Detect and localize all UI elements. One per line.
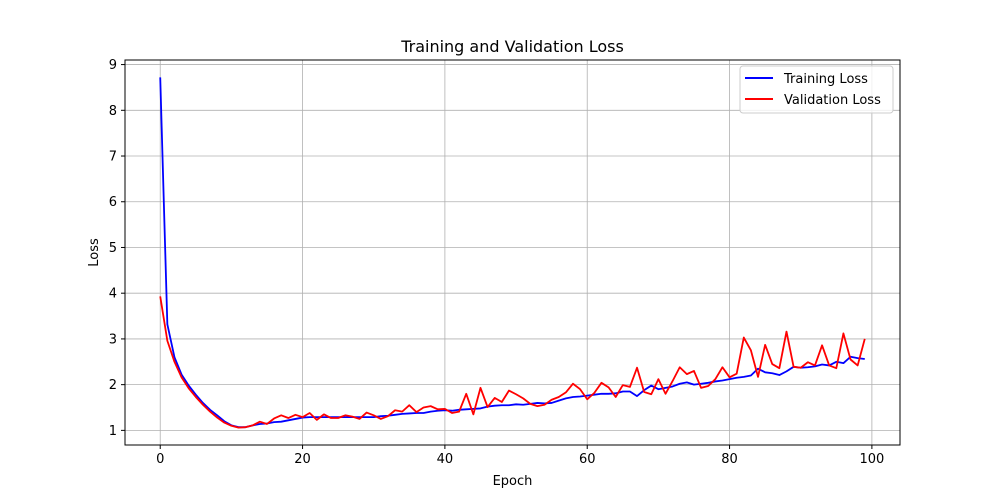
legend-box [739,65,894,114]
y-tick-label: 7 [109,150,117,165]
chart-title: Training and Validation Loss [400,37,624,56]
grid [125,60,900,445]
y-tick-label: 1 [109,424,117,439]
plot-frame [124,59,901,446]
y-tick-label: 3 [109,332,117,347]
x-tick-label: 40 [437,452,454,467]
y-tick-label: 2 [109,378,117,393]
series-group [159,77,866,429]
x-tick-label: 100 [859,452,884,467]
y-tick-label: 4 [109,287,117,302]
x-axis-label: Epoch [493,474,533,489]
y-tick-label: 5 [109,241,117,256]
y-tick-label: 8 [109,104,117,119]
legend: Training Loss Validation Loss [739,65,894,114]
series-line-training-loss [159,77,865,429]
legend-label-validation-loss: Validation Loss [784,93,881,108]
axis-ticks: 0 20 40 60 80 100 1 2 3 4 5 6 7 8 9 [109,58,885,467]
legend-label-training-loss: Training Loss [783,72,868,87]
x-tick-label: 60 [579,452,596,467]
x-tick-label: 0 [156,452,164,467]
x-tick-label: 80 [721,452,738,467]
x-tick-label: 20 [294,452,311,467]
y-tick-label: 6 [109,195,117,210]
y-tick-label: 9 [109,58,117,73]
series-line-validation-loss [159,296,866,429]
y-axis-label: Loss [87,238,102,267]
